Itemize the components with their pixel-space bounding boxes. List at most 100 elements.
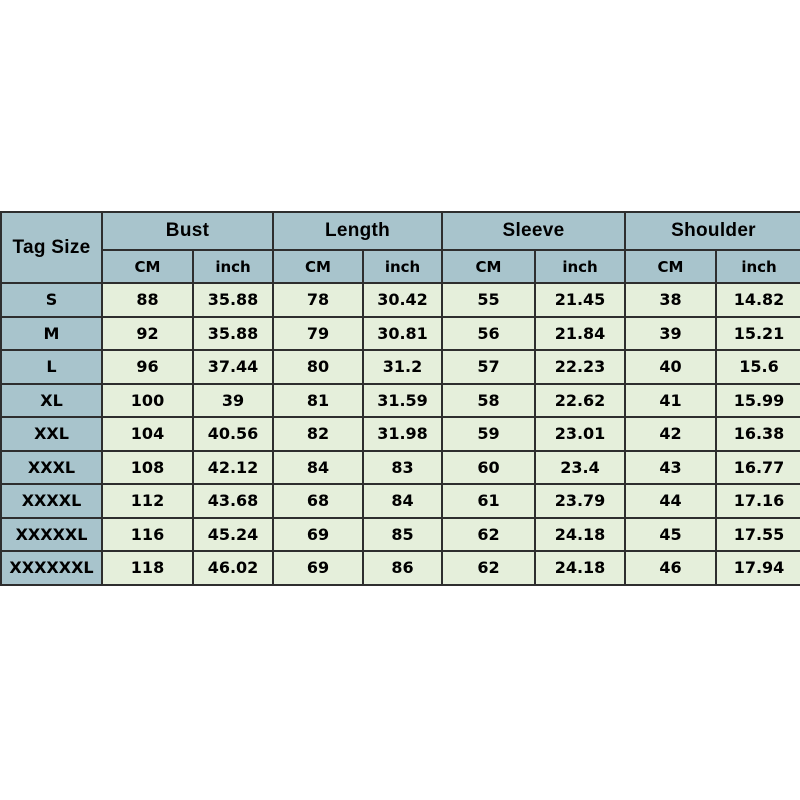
table-row: XXL 104 40.56 82 31.98 59 23.01 42 16.38 [0,416,800,452]
unit-header-row: CM inch CM inch CM inch CM inch [1,249,800,284]
cell-bust-inch: 46.02 [191,550,275,586]
cell-shoulder-cm: 41 [624,382,718,418]
cell-shoulder-inch: 17.94 [715,550,800,586]
cell-shoulder-inch: 16.38 [715,416,800,452]
cell-length-inch: 30.42 [362,282,444,318]
unit-sleeve-inch: inch [534,249,627,284]
cell-shoulder-inch: 15.99 [715,382,800,418]
row-size-label: M [0,315,103,351]
cell-shoulder-inch: 15.21 [715,315,800,351]
table-row: M 92 35.88 79 30.81 56 21.84 39 15.21 [0,315,800,351]
cell-shoulder-inch: 17.55 [715,516,800,552]
cell-length-cm: 69 [272,550,365,586]
unit-bust-inch: inch [191,249,275,284]
cell-length-inch: 86 [362,550,444,586]
cell-bust-cm: 112 [101,483,194,519]
cell-sleeve-inch: 23.79 [534,483,627,519]
cell-sleeve-cm: 56 [441,315,537,351]
cell-shoulder-cm: 39 [624,315,718,351]
cell-bust-cm: 118 [101,550,194,586]
unit-shoulder-inch: inch [715,249,800,284]
cell-bust-inch: 45.24 [191,516,275,552]
table-header: Tag Size Bust Length Sleeve Shoulder CM … [0,211,800,284]
table-row: XL 100 39 81 31.59 58 22.62 41 15.99 [0,382,800,418]
row-size-label: S [0,282,103,318]
cell-sleeve-cm: 62 [441,550,537,586]
header-tag-size: Tag Size [0,211,103,284]
cell-bust-cm: 92 [101,315,194,351]
cell-length-cm: 69 [272,516,365,552]
cell-bust-cm: 88 [101,282,194,318]
cell-length-inch: 83 [362,449,444,485]
cell-shoulder-inch: 14.82 [715,282,800,318]
cell-sleeve-cm: 60 [441,449,537,485]
row-size-label: XXXXL [0,483,103,519]
cell-bust-inch: 43.68 [191,483,275,519]
cell-sleeve-cm: 59 [441,416,537,452]
cell-shoulder-cm: 40 [624,349,718,385]
row-size-label: XXXXXXL [0,550,103,586]
cell-length-inch: 84 [362,483,444,519]
table-body: S 88 35.88 78 30.42 55 21.45 38 14.82 M 92 35.88 79 3… [0,282,800,586]
cell-sleeve-cm: 55 [441,282,537,318]
cell-bust-inch: 40.56 [191,416,275,452]
table-row: XXXXXL 116 45.24 69 85 62 24.18 45 17.55 [0,516,800,552]
row-size-label: L [0,349,103,385]
cell-bust-cm: 96 [101,349,194,385]
unit-length-inch: inch [362,249,444,284]
cell-shoulder-inch: 17.16 [715,483,800,519]
cell-shoulder-cm: 42 [624,416,718,452]
cell-bust-inch: 35.88 [191,315,275,351]
cell-bust-cm: 116 [101,516,194,552]
cell-bust-inch: 39 [191,382,275,418]
cell-length-cm: 79 [272,315,365,351]
table-row: XXXXXXL 118 46.02 69 86 62 24.18 46 17.94 [0,550,800,586]
unit-sleeve-cm: CM [441,249,537,284]
header-bust: Bust [100,211,275,251]
header-sleeve: Sleeve [441,211,627,251]
cell-sleeve-cm: 58 [441,382,537,418]
row-size-label: XXL [0,416,103,452]
cell-bust-inch: 35.88 [191,282,275,318]
cell-shoulder-cm: 45 [624,516,718,552]
cell-sleeve-inch: 24.18 [534,516,627,552]
cell-length-inch: 31.98 [362,416,444,452]
cell-length-inch: 30.81 [362,315,444,351]
cell-shoulder-cm: 44 [624,483,718,519]
cell-bust-cm: 108 [101,449,194,485]
cell-sleeve-cm: 61 [441,483,537,519]
cell-sleeve-inch: 24.18 [534,550,627,586]
cell-sleeve-cm: 62 [441,516,537,552]
unit-length-cm: CM [272,249,365,284]
cell-shoulder-cm: 46 [624,550,718,586]
cell-sleeve-inch: 23.4 [534,449,627,485]
unit-bust-cm: CM [101,249,194,284]
cell-shoulder-cm: 43 [624,449,718,485]
cell-sleeve-inch: 22.23 [534,349,627,385]
cell-shoulder-inch: 16.77 [715,449,800,485]
table-row: XXXL 108 42.12 84 83 60 23.4 43 16.77 [0,449,800,485]
cell-length-inch: 85 [362,516,444,552]
size-chart-table: Tag Size Bust Length Sleeve Shoulder CM … [0,211,800,586]
cell-sleeve-inch: 23.01 [534,416,627,452]
row-size-label: XXXXXL [0,516,103,552]
cell-shoulder-inch: 15.6 [715,349,800,385]
cell-length-cm: 82 [272,416,365,452]
unit-shoulder-cm: CM [624,249,718,284]
header-shoulder: Shoulder [624,211,800,251]
header-group-row: Tag Size Bust Length Sleeve Shoulder [0,211,800,284]
cell-bust-inch: 37.44 [191,349,275,385]
cell-shoulder-cm: 38 [624,282,718,318]
cell-length-cm: 81 [272,382,365,418]
table-row: L 96 37.44 80 31.2 57 22.23 40 15.6 [0,349,800,385]
row-size-label: XL [0,382,103,418]
cell-length-cm: 80 [272,349,365,385]
table-row: S 88 35.88 78 30.42 55 21.45 38 14.82 [0,282,800,318]
cell-sleeve-inch: 22.62 [534,382,627,418]
cell-bust-inch: 42.12 [191,449,275,485]
header-length: Length [272,211,444,251]
table-row: XXXXL 112 43.68 68 84 61 23.79 44 17.16 [0,483,800,519]
cell-sleeve-inch: 21.84 [534,315,627,351]
cell-sleeve-cm: 57 [441,349,537,385]
